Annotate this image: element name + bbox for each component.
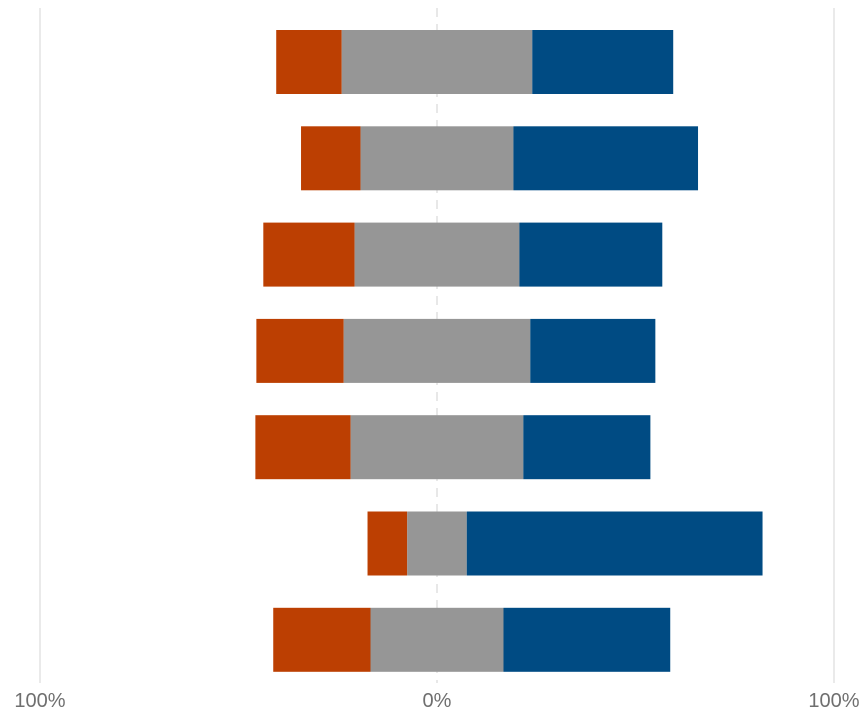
bar-segment-left <box>256 318 344 383</box>
bar-segment-left <box>255 415 351 480</box>
bar-segment-left <box>273 607 371 672</box>
bar-segment-center <box>354 222 520 287</box>
bar-segment-center <box>343 318 531 383</box>
bar-row-7 <box>273 607 671 672</box>
x-tick-label: 0% <box>423 690 452 711</box>
bar-segment-center <box>350 415 524 480</box>
bar-segment-right <box>466 511 763 576</box>
bar-segment-left <box>276 30 342 94</box>
bar-row-2 <box>301 126 699 191</box>
x-axis-ticks: 100% 0% 100% <box>14 690 859 711</box>
bar-row-5 <box>255 415 651 480</box>
bar-segment-right <box>530 318 656 383</box>
x-tick-label: 100% <box>808 690 859 711</box>
bars-layer <box>255 30 763 672</box>
bar-segment-right <box>513 126 699 191</box>
bar-row-4 <box>256 318 656 383</box>
bar-row-6 <box>367 511 763 576</box>
x-tick-label: 100% <box>14 690 65 711</box>
bar-segment-left <box>367 511 408 576</box>
bar-segment-right <box>519 222 663 287</box>
bar-segment-right <box>523 415 651 480</box>
bar-segment-center <box>341 30 533 94</box>
bar-segment-right <box>532 30 674 94</box>
bar-row-1 <box>276 30 674 94</box>
bar-segment-center <box>370 607 504 672</box>
bar-segment-center <box>407 511 467 576</box>
bar-segment-left <box>301 126 361 191</box>
bar-segment-right <box>503 607 671 672</box>
bar-segment-left <box>263 222 355 287</box>
bar-row-3 <box>263 222 663 287</box>
bar-segment-center <box>360 126 514 191</box>
